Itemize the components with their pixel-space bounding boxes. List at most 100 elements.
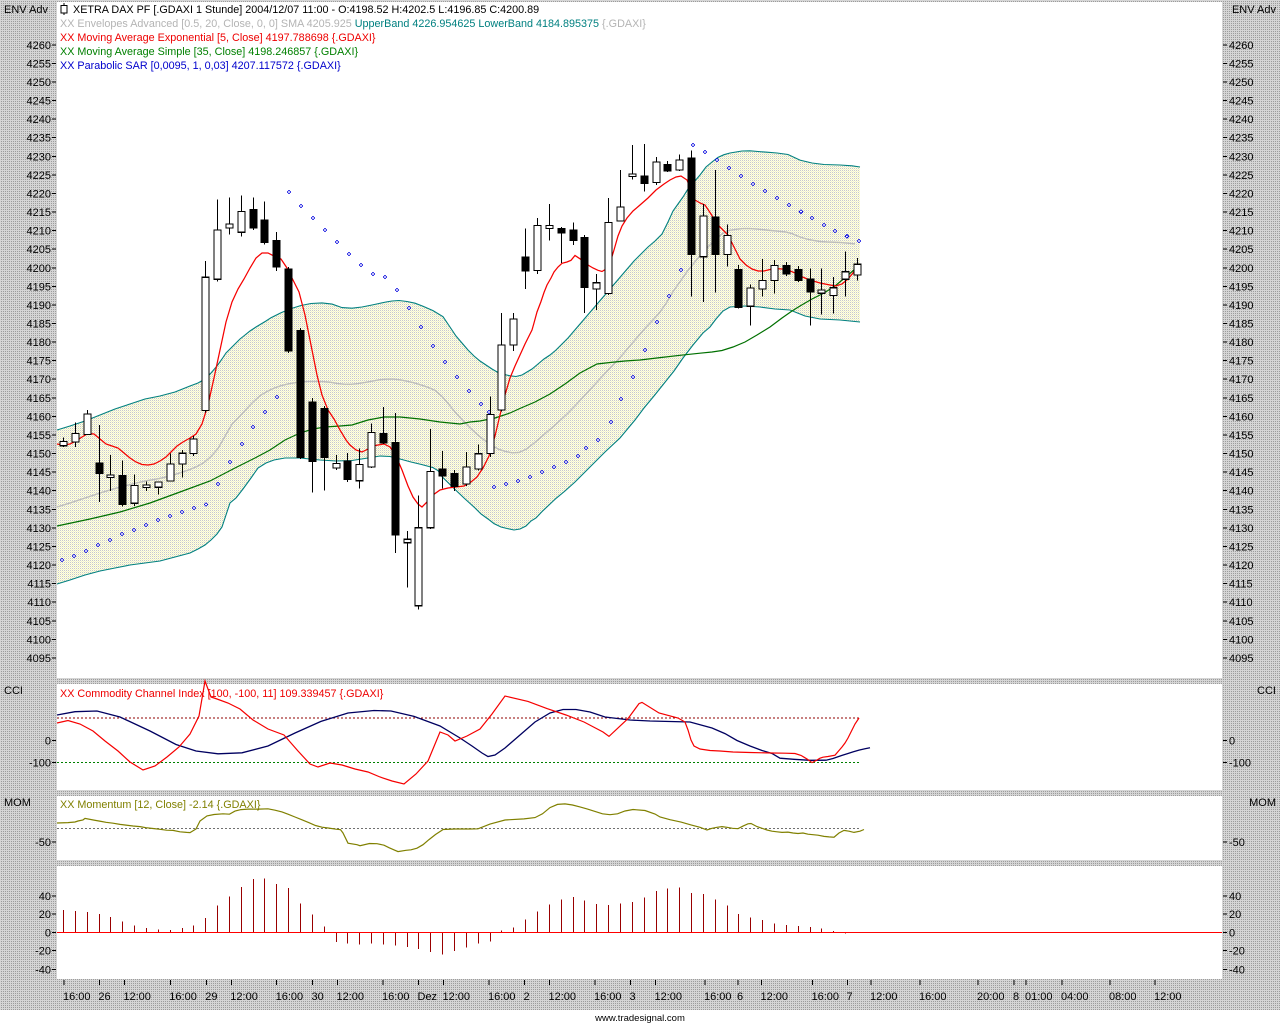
svg-text:4125: 4125	[27, 541, 51, 553]
svg-text:8: 8	[1013, 991, 1019, 1003]
svg-text:4150: 4150	[27, 449, 51, 461]
svg-text:4145: 4145	[1229, 467, 1253, 479]
svg-text:4125: 4125	[1229, 541, 1253, 553]
svg-text:4255: 4255	[27, 58, 51, 70]
svg-text:4150: 4150	[1229, 449, 1253, 461]
svg-text:20: 20	[39, 909, 51, 921]
svg-text:XETRA DAX PF [.GDAXI 1 Stunde: XETRA DAX PF [.GDAXI 1 Stunde] 2004/12/0…	[73, 4, 539, 16]
svg-text:12:00: 12:00	[443, 991, 471, 1003]
svg-text:-50: -50	[35, 837, 51, 849]
svg-text:20:00: 20:00	[977, 991, 1005, 1003]
svg-text:16:00: 16:00	[704, 991, 732, 1003]
svg-text:4110: 4110	[27, 597, 51, 609]
svg-text:-100: -100	[1229, 758, 1251, 770]
svg-text:4245: 4245	[1229, 96, 1253, 108]
svg-text:7: 7	[847, 991, 853, 1003]
svg-text:-40: -40	[1229, 964, 1245, 976]
svg-text:4205: 4205	[1229, 244, 1253, 256]
svg-text:4105: 4105	[1229, 616, 1253, 628]
svg-text:4140: 4140	[1229, 486, 1253, 498]
svg-text:6: 6	[737, 991, 743, 1003]
svg-text:12:00: 12:00	[123, 991, 151, 1003]
svg-text:4225: 4225	[1229, 170, 1253, 182]
svg-text:4195: 4195	[1229, 281, 1253, 293]
svg-text:Dez: Dez	[418, 991, 438, 1003]
svg-text:-40: -40	[35, 964, 51, 976]
svg-text:CCI: CCI	[4, 685, 23, 697]
svg-text:XX Momentum [12, Close] -2.14: XX Momentum [12, Close] -2.14 {.GDAXI}	[60, 799, 261, 811]
svg-text:4130: 4130	[27, 523, 51, 535]
svg-text:4095: 4095	[1229, 653, 1253, 665]
svg-text:0: 0	[45, 928, 51, 940]
svg-text:4210: 4210	[1229, 226, 1253, 238]
svg-text:4105: 4105	[27, 616, 51, 628]
svg-text:4190: 4190	[1229, 300, 1253, 312]
svg-text:0: 0	[45, 736, 51, 748]
svg-text:4230: 4230	[27, 151, 51, 163]
svg-text:4145: 4145	[27, 467, 51, 479]
svg-text:4210: 4210	[27, 226, 51, 238]
svg-text:4165: 4165	[1229, 393, 1253, 405]
svg-text:4235: 4235	[27, 133, 51, 145]
svg-text:20: 20	[1229, 909, 1241, 921]
svg-text:4135: 4135	[27, 504, 51, 516]
svg-text:4135: 4135	[1229, 504, 1253, 516]
svg-text:4185: 4185	[27, 319, 51, 331]
svg-text:4215: 4215	[1229, 207, 1253, 219]
svg-text:4155: 4155	[1229, 430, 1253, 442]
svg-text:4215: 4215	[27, 207, 51, 219]
svg-text:4190: 4190	[27, 300, 51, 312]
svg-text:4235: 4235	[1229, 133, 1253, 145]
svg-text:12:00: 12:00	[1154, 991, 1182, 1003]
svg-text:www.tradesignal.com: www.tradesignal.com	[594, 1013, 685, 1024]
svg-text:MOM: MOM	[4, 797, 31, 809]
svg-text:4160: 4160	[1229, 411, 1253, 423]
svg-text:4225: 4225	[27, 170, 51, 182]
svg-text:12:00: 12:00	[870, 991, 898, 1003]
svg-text:16:00: 16:00	[276, 991, 304, 1003]
svg-text:4220: 4220	[27, 188, 51, 200]
svg-text:ENV Adv: ENV Adv	[1232, 4, 1277, 16]
svg-text:4095: 4095	[27, 653, 51, 665]
svg-text:ENV Adv: ENV Adv	[4, 4, 49, 16]
svg-text:4100: 4100	[27, 634, 51, 646]
svg-text:XX Parabolic SAR [0,0095, 1, 0: XX Parabolic SAR [0,0095, 1, 0,03] 4207.…	[60, 60, 341, 72]
svg-text:4255: 4255	[1229, 58, 1253, 70]
svg-text:MOM: MOM	[1249, 797, 1276, 809]
svg-text:12:00: 12:00	[337, 991, 365, 1003]
svg-text:4200: 4200	[27, 263, 51, 275]
svg-text:16:00: 16:00	[812, 991, 840, 1003]
svg-text:4170: 4170	[1229, 374, 1253, 386]
svg-text:4115: 4115	[27, 579, 51, 591]
svg-text:12:00: 12:00	[761, 991, 789, 1003]
svg-text:4240: 4240	[1229, 114, 1253, 126]
svg-text:30: 30	[312, 991, 324, 1003]
svg-text:04:00: 04:00	[1061, 991, 1089, 1003]
svg-text:3: 3	[630, 991, 636, 1003]
svg-text:4155: 4155	[27, 430, 51, 442]
svg-text:0: 0	[1229, 928, 1235, 940]
svg-text:XX Moving Average Exponential: XX Moving Average Exponential [5, Close]…	[60, 32, 376, 44]
svg-text:4200: 4200	[1229, 263, 1253, 275]
svg-text:26: 26	[98, 991, 110, 1003]
svg-text:12:00: 12:00	[230, 991, 258, 1003]
svg-text:0: 0	[1229, 736, 1235, 748]
svg-text:40: 40	[39, 891, 51, 903]
svg-text:4115: 4115	[1229, 579, 1253, 591]
svg-text:29: 29	[205, 991, 217, 1003]
svg-text:12:00: 12:00	[549, 991, 577, 1003]
svg-text:4180: 4180	[1229, 337, 1253, 349]
svg-text:4130: 4130	[1229, 523, 1253, 535]
svg-text:16:00: 16:00	[169, 991, 197, 1003]
svg-text:4185: 4185	[1229, 319, 1253, 331]
svg-text:4160: 4160	[27, 411, 51, 423]
svg-text:4110: 4110	[1229, 597, 1253, 609]
svg-text:4250: 4250	[27, 77, 51, 89]
svg-text:4220: 4220	[1229, 188, 1253, 200]
svg-text:-20: -20	[1229, 946, 1245, 958]
svg-text:4140: 4140	[27, 486, 51, 498]
svg-text:4240: 4240	[27, 114, 51, 126]
svg-text:4260: 4260	[1229, 40, 1253, 52]
svg-text:12:00: 12:00	[655, 991, 683, 1003]
svg-text:4260: 4260	[27, 40, 51, 52]
